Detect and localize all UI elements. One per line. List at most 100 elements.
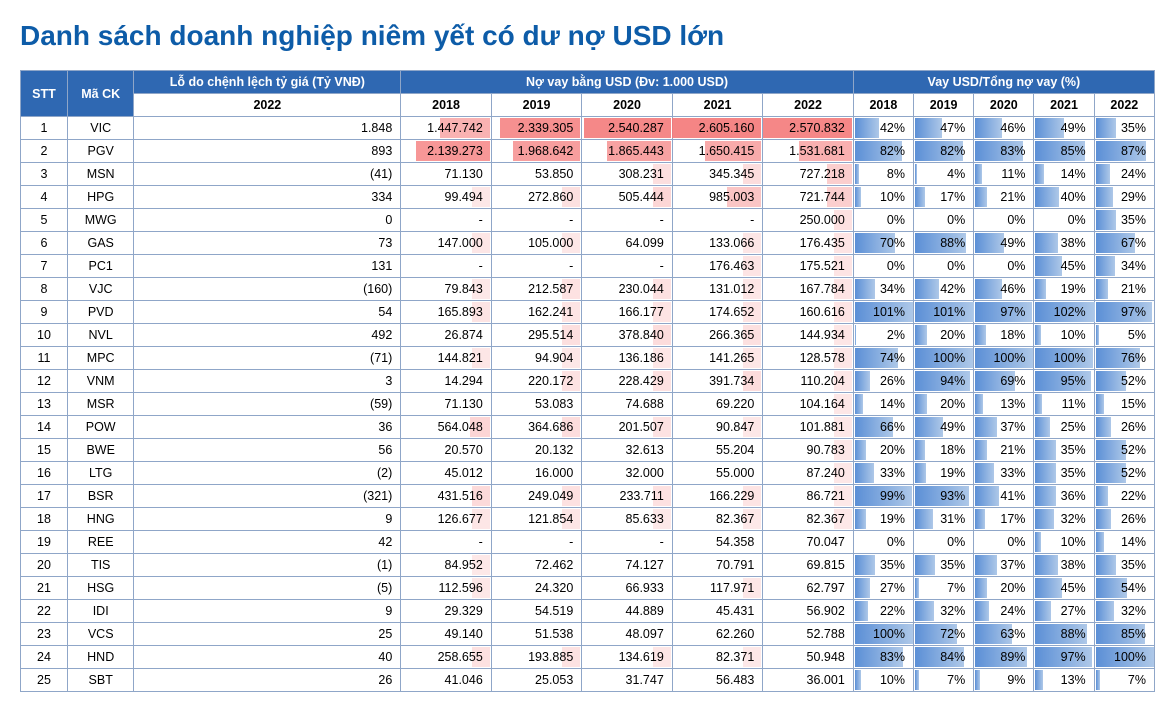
- table-body: 1VIC1.8481.447.7422.339.3052.540.2872.60…: [21, 117, 1155, 692]
- cell-pct: 76%: [1094, 347, 1154, 370]
- cell-usd: 74.688: [582, 393, 673, 416]
- cell-usd: 86.721: [763, 485, 854, 508]
- cell-pct: 31%: [914, 508, 974, 531]
- col-usd-year-2020: 2020: [582, 94, 673, 117]
- cell-ma-ck: PC1: [67, 255, 134, 278]
- cell-usd: -: [491, 531, 582, 554]
- cell-usd: 41.046: [401, 669, 492, 692]
- col-usd-year-2021: 2021: [672, 94, 763, 117]
- cell-pct: 27%: [853, 577, 913, 600]
- cell-usd: 24.320: [491, 577, 582, 600]
- cell-pct: 11%: [974, 163, 1034, 186]
- cell-lo: 26: [134, 669, 401, 692]
- cell-pct: 97%: [1034, 646, 1094, 669]
- cell-pct: 93%: [914, 485, 974, 508]
- table-row: 11MPC(71)144.82194.904136.186141.265128.…: [21, 347, 1155, 370]
- cell-usd: 133.066: [672, 232, 763, 255]
- cell-pct: 36%: [1034, 485, 1094, 508]
- cell-usd: -: [582, 255, 673, 278]
- cell-ma-ck: HND: [67, 646, 134, 669]
- cell-lo: 334: [134, 186, 401, 209]
- cell-usd: 110.204: [763, 370, 854, 393]
- cell-pct: 46%: [974, 117, 1034, 140]
- cell-usd: 266.365: [672, 324, 763, 347]
- cell-pct: 20%: [914, 324, 974, 347]
- table-row: 7PC1131---176.463175.5210%0%0%45%34%: [21, 255, 1155, 278]
- cell-pct: 32%: [1034, 508, 1094, 531]
- cell-usd: 176.463: [672, 255, 763, 278]
- cell-pct: 35%: [1094, 554, 1154, 577]
- table-row: 16LTG(2)45.01216.00032.00055.00087.24033…: [21, 462, 1155, 485]
- cell-usd: 99.494: [401, 186, 492, 209]
- cell-usd: 131.012: [672, 278, 763, 301]
- cell-usd: 1.531.681: [763, 140, 854, 163]
- cell-usd: 391.734: [672, 370, 763, 393]
- page-title: Danh sách doanh nghiệp niêm yết có dư nợ…: [20, 20, 1155, 52]
- cell-usd: -: [401, 209, 492, 232]
- cell-pct: 0%: [914, 531, 974, 554]
- cell-pct: 0%: [914, 255, 974, 278]
- cell-stt: 7: [21, 255, 68, 278]
- cell-usd: 29.329: [401, 600, 492, 623]
- cell-pct: 49%: [1034, 117, 1094, 140]
- table-header: STT Mã CK Lỗ do chệnh lệch tỷ giá (Tỷ VN…: [21, 71, 1155, 117]
- cell-pct: 52%: [1094, 370, 1154, 393]
- cell-usd: 1.968.642: [491, 140, 582, 163]
- cell-pct: 20%: [914, 393, 974, 416]
- cell-pct: 24%: [974, 600, 1034, 623]
- cell-usd: 1.447.742: [401, 117, 492, 140]
- cell-lo: 492: [134, 324, 401, 347]
- cell-usd: 64.099: [582, 232, 673, 255]
- cell-usd: 105.000: [491, 232, 582, 255]
- cell-usd: 134.619: [582, 646, 673, 669]
- cell-pct: 74%: [853, 347, 913, 370]
- cell-usd: 166.177: [582, 301, 673, 324]
- cell-pct: 83%: [853, 646, 913, 669]
- cell-usd: 70.791: [672, 554, 763, 577]
- cell-ma-ck: VJC: [67, 278, 134, 301]
- cell-ma-ck: PVD: [67, 301, 134, 324]
- cell-usd: 345.345: [672, 163, 763, 186]
- table-row: 23VCS2549.14051.53848.09762.26052.788100…: [21, 623, 1155, 646]
- cell-stt: 20: [21, 554, 68, 577]
- cell-pct: 66%: [853, 416, 913, 439]
- cell-pct: 29%: [1094, 186, 1154, 209]
- cell-lo: 893: [134, 140, 401, 163]
- cell-pct: 14%: [1034, 163, 1094, 186]
- cell-usd: 54.358: [672, 531, 763, 554]
- cell-usd: 85.633: [582, 508, 673, 531]
- cell-lo: (71): [134, 347, 401, 370]
- cell-usd: 364.686: [491, 416, 582, 439]
- table-row: 18HNG9126.677121.85485.63382.36782.36719…: [21, 508, 1155, 531]
- cell-usd: 2.540.287: [582, 117, 673, 140]
- table-row: 13MSR(59)71.13053.08374.68869.220104.164…: [21, 393, 1155, 416]
- cell-pct: 82%: [853, 140, 913, 163]
- cell-usd: 20.570: [401, 439, 492, 462]
- cell-stt: 19: [21, 531, 68, 554]
- cell-usd: 193.885: [491, 646, 582, 669]
- cell-ma-ck: HNG: [67, 508, 134, 531]
- cell-usd: 564.048: [401, 416, 492, 439]
- cell-usd: 32.613: [582, 439, 673, 462]
- col-lo-chenhlech: Lỗ do chệnh lệch tỷ giá (Tỷ VNĐ): [134, 71, 401, 94]
- cell-pct: 10%: [853, 186, 913, 209]
- cell-pct: 52%: [1094, 462, 1154, 485]
- table-row: 9PVD54165.893162.241166.177174.652160.61…: [21, 301, 1155, 324]
- col-lo-year: 2022: [134, 94, 401, 117]
- cell-pct: 14%: [1094, 531, 1154, 554]
- cell-usd: 104.164: [763, 393, 854, 416]
- cell-usd: 128.578: [763, 347, 854, 370]
- cell-usd: 53.850: [491, 163, 582, 186]
- cell-usd: -: [491, 255, 582, 278]
- cell-pct: 102%: [1034, 301, 1094, 324]
- cell-pct: 42%: [853, 117, 913, 140]
- cell-pct: 41%: [974, 485, 1034, 508]
- cell-pct: 49%: [914, 416, 974, 439]
- cell-pct: 95%: [1034, 370, 1094, 393]
- cell-pct: 100%: [853, 623, 913, 646]
- cell-ma-ck: VIC: [67, 117, 134, 140]
- cell-stt: 3: [21, 163, 68, 186]
- cell-pct: 89%: [974, 646, 1034, 669]
- cell-usd: 117.971: [672, 577, 763, 600]
- cell-pct: 14%: [853, 393, 913, 416]
